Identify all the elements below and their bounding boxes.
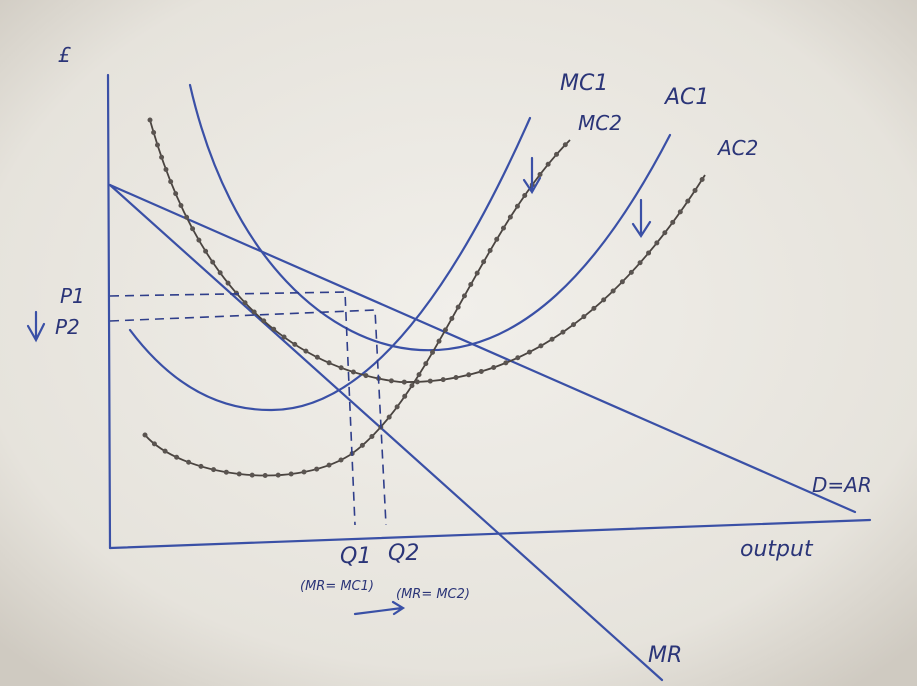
p1-label: P1 xyxy=(60,284,85,308)
q1-label: Q1 xyxy=(340,544,371,569)
mc2-label: MC2 xyxy=(578,111,622,135)
q2-label: Q2 xyxy=(388,541,419,566)
ac2-label: AC2 xyxy=(716,136,758,160)
mr-label: MR xyxy=(648,643,682,668)
paper xyxy=(0,0,917,686)
mc1-label: MC1 xyxy=(560,71,608,96)
y-axis-label: £ xyxy=(58,43,71,67)
ac1-label: AC1 xyxy=(663,85,709,110)
diagram: £ output MC1 MC2 AC1 AC2 D=AR MR P1 P2 Q… xyxy=(0,0,917,686)
q2-note: (MR= MC2) xyxy=(396,587,470,602)
x-axis-label: output xyxy=(740,537,814,562)
demand-label: D=AR xyxy=(812,473,872,497)
p2-label: P2 xyxy=(55,315,80,339)
page: £ output MC1 MC2 AC1 AC2 D=AR MR P1 P2 Q… xyxy=(0,0,917,686)
q1-note: (MR= MC1) xyxy=(300,579,374,594)
